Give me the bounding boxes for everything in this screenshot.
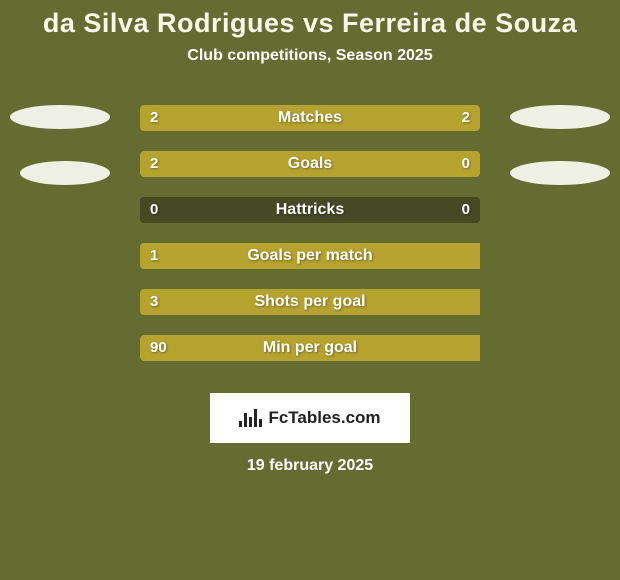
metric-bar: 00Hattricks xyxy=(140,197,480,223)
metric-bar: 22Matches xyxy=(140,105,480,131)
metric-bar: 3Shots per goal xyxy=(140,289,480,315)
logo-bars-icon xyxy=(239,409,262,427)
metric-row: 1Goals per match xyxy=(0,243,620,289)
metric-label: Shots per goal xyxy=(140,289,480,315)
metric-label: Matches xyxy=(140,105,480,131)
fctables-logo: FcTables.com xyxy=(210,393,410,443)
metric-row: 90Min per goal xyxy=(0,335,620,381)
metric-label: Goals per match xyxy=(140,243,480,269)
player-left-marker xyxy=(20,161,110,185)
logo-text: FcTables.com xyxy=(268,408,380,428)
player-left-marker xyxy=(10,105,110,129)
metric-label: Min per goal xyxy=(140,335,480,361)
metric-row: 00Hattricks xyxy=(0,197,620,243)
metric-label: Goals xyxy=(140,151,480,177)
metric-row: 22Matches xyxy=(0,105,620,151)
subtitle: Club competitions, Season 2025 xyxy=(0,47,620,65)
date-label: 19 february 2025 xyxy=(0,457,620,475)
page-title: da Silva Rodrigues vs Ferreira de Souza xyxy=(0,0,620,39)
metric-bar: 90Min per goal xyxy=(140,335,480,361)
metric-bar: 1Goals per match xyxy=(140,243,480,269)
metric-label: Hattricks xyxy=(140,197,480,223)
player-right-marker xyxy=(510,105,610,129)
metric-row: 3Shots per goal xyxy=(0,289,620,335)
player-right-marker xyxy=(510,161,610,185)
metric-rows: 22Matches 20Goals 00Hattricks 1Goals per ma… xyxy=(0,105,620,381)
metric-row: 20Goals xyxy=(0,151,620,197)
comparison-infographic: da Silva Rodrigues vs Ferreira de Souza … xyxy=(0,0,620,580)
metric-bar: 20Goals xyxy=(140,151,480,177)
